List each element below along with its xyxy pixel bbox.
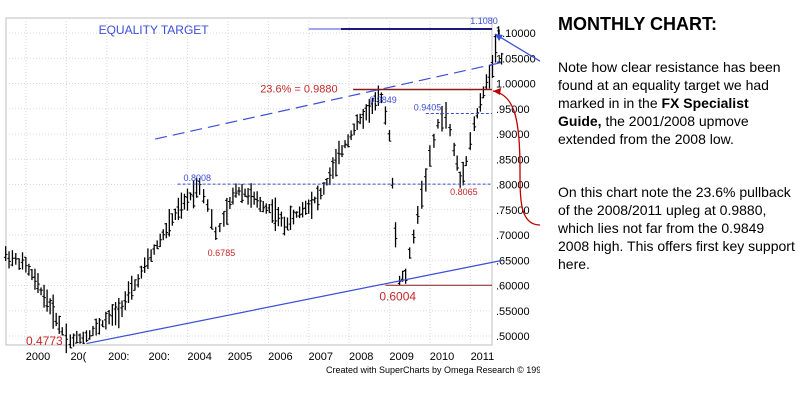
x-tick-label: 2009 bbox=[389, 351, 413, 363]
x-tick-label: 2011 bbox=[471, 351, 495, 363]
x-tick-label: 20( bbox=[70, 351, 86, 363]
y-tick-label: .55000 bbox=[496, 306, 530, 318]
y-tick-label: .70000 bbox=[496, 230, 530, 242]
level-8065-label: 0.8065 bbox=[450, 187, 478, 197]
high-2008-label: 0.9849 bbox=[369, 95, 397, 105]
level-8008-label: 0.8008 bbox=[183, 173, 211, 183]
y-tick-label: .60000 bbox=[496, 281, 530, 293]
y-tick-label: .95000 bbox=[496, 104, 530, 116]
commentary-text: Note how clear resistance has been found… bbox=[558, 59, 781, 111]
plot-frame bbox=[5, 17, 493, 346]
y-tick-label: 1.10000 bbox=[496, 28, 536, 40]
level-6785-label: 0.6785 bbox=[208, 248, 236, 258]
commentary-title: MONTHLY CHART: bbox=[558, 14, 718, 34]
callout-arrowhead-equality bbox=[495, 34, 503, 41]
low-2000-label: 0.4773 bbox=[26, 334, 63, 348]
y-tick-label: 1.05000 bbox=[496, 53, 536, 65]
upper-dashed-trendline bbox=[155, 61, 503, 140]
support-trendline bbox=[86, 259, 503, 345]
y-tick-label: .50000 bbox=[496, 331, 530, 343]
high-label: 1.1080 bbox=[470, 16, 498, 26]
level-9405-label: 0.9405 bbox=[414, 103, 442, 113]
equality-target-label: EQUALITY TARGET bbox=[99, 23, 210, 37]
y-tick-label: .90000 bbox=[496, 129, 530, 141]
x-tick-label: 2006 bbox=[268, 351, 292, 363]
y-tick-label: .80000 bbox=[496, 180, 530, 192]
y-tick-label: .65000 bbox=[496, 255, 530, 267]
chart-area: .50000 .55000 .60000 .65000 .70000 .75000 .800… bbox=[3, 16, 540, 375]
x-tick-label: 200: bbox=[148, 351, 169, 363]
commentary-paragraph-1: Note how clear resistance has been found… bbox=[558, 58, 796, 148]
y-tick-label: .75000 bbox=[496, 205, 530, 217]
callout-arrow-fib bbox=[492, 90, 540, 226]
commentary-paragraph-2: On this chart note the 23.6% pullback of… bbox=[558, 184, 795, 272]
fib-label: 23.6% = 0.9880 bbox=[260, 84, 337, 96]
price-chart: .50000 .55000 .60000 .65000 .70000 .75000 .800… bbox=[3, 16, 540, 375]
commentary-text: the 2001/2008 upmove extended from the 2… bbox=[558, 113, 749, 147]
x-tick-label: 200: bbox=[108, 351, 129, 363]
callout-arrowhead-fib bbox=[493, 88, 501, 95]
callout-arrow-equality bbox=[494, 33, 540, 62]
low-2008-label: 0.6004 bbox=[379, 289, 416, 303]
y-tick-label: 1.00000 bbox=[496, 79, 536, 91]
x-tick-label: 2005 bbox=[228, 351, 252, 363]
x-tick-label: 2008 bbox=[349, 351, 373, 363]
y-tick-label: .85000 bbox=[496, 154, 530, 166]
guide-name: FX Specialist Guide, bbox=[558, 95, 749, 129]
x-tick-label: 2007 bbox=[309, 351, 333, 363]
x-tick-label: 2000 bbox=[26, 351, 50, 363]
x-tick-label: 2010 bbox=[430, 351, 454, 363]
chart-footer: Created with SuperCharts by Omega Resear… bbox=[326, 365, 540, 375]
x-tick-label: 2004 bbox=[187, 351, 211, 363]
